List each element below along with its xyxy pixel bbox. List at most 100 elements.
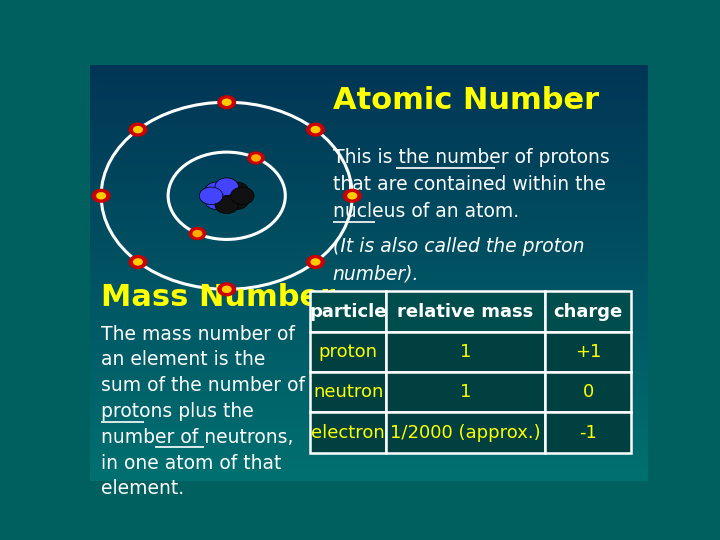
Circle shape: [347, 192, 357, 199]
Bar: [90, 70, 648, 75]
Text: +1: +1: [575, 343, 601, 361]
Bar: [90, 148, 648, 153]
Bar: [90, 449, 648, 455]
Bar: [90, 392, 648, 397]
Text: sum of the number of: sum of the number of: [101, 376, 305, 395]
Bar: [90, 335, 648, 340]
Text: -1: -1: [579, 423, 597, 442]
Bar: [386, 332, 545, 372]
Bar: [90, 382, 648, 387]
Circle shape: [343, 188, 361, 203]
Bar: [90, 184, 648, 190]
Circle shape: [205, 192, 228, 210]
Circle shape: [133, 126, 143, 133]
Text: neutron: neutron: [313, 383, 383, 401]
Bar: [90, 210, 648, 215]
Circle shape: [247, 151, 265, 165]
Bar: [90, 200, 648, 205]
Text: 1: 1: [459, 343, 471, 361]
Text: relative mass: relative mass: [397, 302, 534, 321]
Bar: [90, 418, 648, 423]
Circle shape: [128, 123, 148, 137]
Bar: [90, 91, 648, 96]
Circle shape: [306, 123, 325, 137]
Bar: [90, 465, 648, 470]
Bar: [90, 346, 648, 350]
Bar: [90, 122, 648, 127]
Circle shape: [310, 258, 320, 266]
Bar: [90, 455, 648, 460]
Bar: [90, 439, 648, 444]
Bar: [90, 299, 648, 304]
Bar: [90, 247, 648, 252]
Bar: [310, 372, 386, 413]
Circle shape: [225, 192, 248, 210]
Text: element.: element.: [101, 480, 184, 498]
Bar: [90, 205, 648, 210]
Bar: [386, 372, 545, 413]
Bar: [90, 101, 648, 106]
Bar: [90, 179, 648, 184]
Bar: [90, 294, 648, 299]
Circle shape: [133, 258, 143, 266]
Text: charge: charge: [554, 302, 623, 321]
Text: an element is the: an element is the: [101, 350, 266, 369]
Bar: [90, 387, 648, 392]
Bar: [90, 65, 648, 70]
Bar: [386, 413, 545, 453]
Text: electron: electron: [311, 423, 385, 442]
Circle shape: [128, 255, 148, 269]
Bar: [90, 273, 648, 278]
Circle shape: [192, 230, 202, 237]
Text: that are contained within the: that are contained within the: [333, 175, 606, 194]
Bar: [90, 262, 648, 267]
Bar: [310, 413, 386, 453]
Text: 1: 1: [459, 383, 471, 401]
Text: particle: particle: [310, 302, 387, 321]
Bar: [310, 332, 386, 372]
Text: This is the number of protons: This is the number of protons: [333, 148, 609, 167]
Bar: [90, 309, 648, 314]
Bar: [90, 112, 648, 117]
Bar: [90, 195, 648, 200]
Bar: [90, 96, 648, 101]
Bar: [545, 372, 631, 413]
Circle shape: [225, 182, 248, 199]
Bar: [90, 117, 648, 122]
Bar: [90, 106, 648, 112]
Bar: [90, 288, 648, 294]
Bar: [90, 403, 648, 408]
Bar: [545, 332, 631, 372]
Bar: [90, 470, 648, 475]
Bar: [90, 423, 648, 429]
Text: proton: proton: [318, 343, 377, 361]
Bar: [90, 278, 648, 283]
Bar: [90, 325, 648, 330]
Text: protons plus the: protons plus the: [101, 402, 254, 421]
Text: The mass number of: The mass number of: [101, 325, 295, 343]
Circle shape: [251, 154, 261, 161]
Text: Atomic Number: Atomic Number: [333, 85, 599, 114]
Bar: [90, 320, 648, 325]
Bar: [90, 350, 648, 356]
Bar: [90, 397, 648, 403]
Text: number of neutrons,: number of neutrons,: [101, 428, 294, 447]
Bar: [90, 158, 648, 164]
Bar: [90, 231, 648, 237]
Circle shape: [189, 227, 207, 240]
Text: nucleus of an atom.: nucleus of an atom.: [333, 202, 519, 221]
Circle shape: [91, 188, 111, 203]
Text: number).: number).: [333, 265, 419, 284]
Bar: [90, 221, 648, 226]
Bar: [90, 283, 648, 288]
Bar: [90, 190, 648, 195]
Bar: [90, 340, 648, 346]
Bar: [90, 434, 648, 439]
Bar: [90, 138, 648, 143]
Bar: [90, 143, 648, 148]
Circle shape: [199, 187, 222, 205]
Bar: [90, 80, 648, 85]
Circle shape: [215, 178, 238, 195]
Circle shape: [222, 98, 232, 106]
Bar: [90, 252, 648, 257]
